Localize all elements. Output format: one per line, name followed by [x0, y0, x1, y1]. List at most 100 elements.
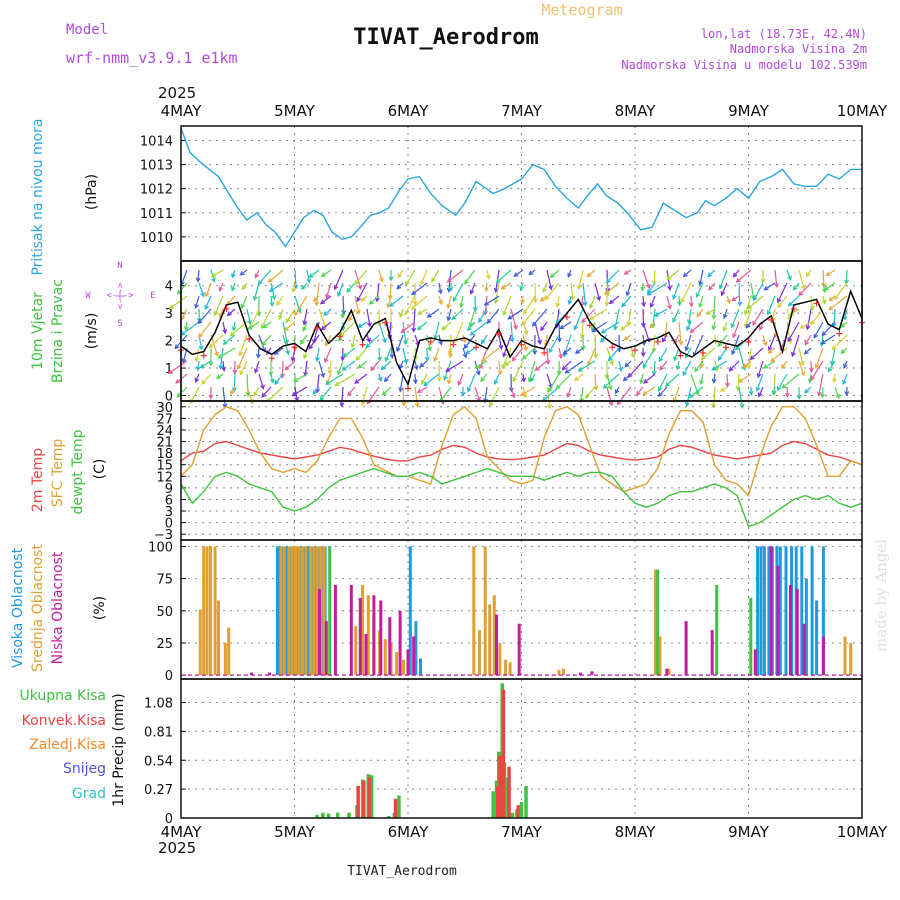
wind-arrow-shaft [470, 282, 476, 294]
wind-arrow-head [368, 299, 374, 305]
wind-arrow-head [544, 295, 550, 301]
wind-arrow [699, 373, 704, 386]
wind-arrow [562, 347, 572, 355]
niska-oblacnost-bar [821, 636, 825, 676]
wind-arrow [231, 269, 236, 279]
cloud-ylabel-low: Niska Oblacnost [50, 551, 66, 664]
wind-arrow-shaft [798, 360, 805, 376]
wind-arrow-head [496, 333, 502, 339]
wind-arrow-head [800, 371, 806, 377]
wind-arrow-shaft [421, 373, 428, 385]
wind-arrow-shaft [401, 321, 416, 333]
wind-arrow-shaft [731, 334, 740, 355]
wind-arrow [389, 295, 404, 307]
wind-arrow [708, 282, 716, 291]
wind-arrow-shaft [292, 386, 308, 397]
wind-arrow-head [348, 316, 353, 322]
wind-arrow [521, 308, 536, 326]
wind-arrow [808, 360, 814, 373]
wind-arrow [834, 386, 841, 400]
wind-arrow-head [214, 351, 219, 357]
wind-arrow-shaft [447, 269, 464, 283]
srednja-oblacnost-bar [562, 668, 565, 676]
wind-arrow-shaft [431, 269, 440, 282]
wind-arrow-shaft [815, 347, 824, 368]
wind-arrow-head [684, 346, 690, 352]
wind-arrow-head [201, 379, 206, 385]
wind-arrow-shaft [282, 334, 289, 355]
wind-arrow-head [474, 364, 480, 369]
wind-arrow-head [574, 349, 580, 354]
sfc-temp-line [180, 405, 863, 497]
wind-arrow [355, 347, 368, 361]
wind-arrow-shaft [520, 386, 536, 396]
wind-arrow [284, 360, 296, 371]
wind-arrow-shaft [824, 282, 836, 291]
wind-arrow-head [483, 310, 488, 316]
wind-arrow [799, 321, 812, 329]
wind-arrow-head [813, 333, 819, 339]
wind-arrow-shaft [618, 360, 622, 371]
wind-arrow [586, 269, 596, 278]
wind-arrow-head [530, 377, 535, 383]
wind-arrow-head [403, 359, 409, 365]
wind-arrow-shaft [358, 321, 368, 328]
wind-arrow-shaft [414, 360, 418, 370]
wind-arrow-head [686, 319, 692, 325]
wind-arrow [222, 321, 227, 335]
wind-arrow-head [784, 392, 790, 398]
wind-arrow [341, 360, 356, 372]
wind-arrow-shaft [382, 386, 392, 396]
srednja-oblacnost-bar [300, 546, 304, 676]
wind-arrow [396, 334, 404, 353]
wind-arrow-head [334, 381, 340, 387]
wind-arrow [485, 269, 491, 280]
niska-oblacnost-bar [268, 672, 271, 676]
wind-arrow-shaft [818, 373, 824, 396]
wind-arrow [282, 321, 289, 346]
wind-arrow [229, 321, 248, 337]
wind-arrow [324, 334, 332, 347]
wind-arrow [294, 295, 308, 317]
wind-arrow-head [443, 375, 448, 381]
wind-marker [359, 341, 366, 348]
wind-arrow-head [337, 291, 342, 298]
wind-arrow-head [642, 363, 648, 369]
wind-arrow [641, 295, 647, 308]
wind-arrow-head [646, 291, 652, 296]
wind-arrow [399, 360, 404, 370]
srednja-oblacnost-bar [504, 659, 508, 676]
wind-arrow-head [355, 355, 361, 361]
compass-arrow-v: <-|-> [116, 282, 126, 310]
wind-arrow-shaft [399, 360, 404, 369]
wind-arrow-head [791, 351, 796, 358]
wind-arrow-head [760, 278, 766, 284]
wind-arrow-shaft [389, 295, 404, 307]
wind-arrow-head [475, 370, 481, 376]
wind-arrow [336, 360, 344, 376]
y-tick-label: 1011 [140, 207, 173, 222]
wind-arrow-shaft [650, 295, 656, 308]
wind-arrow [421, 373, 428, 386]
wind-arrow-shaft [337, 360, 344, 375]
wind-arrow-shaft [542, 386, 560, 402]
wind-arrow [411, 308, 417, 333]
wind-arrow [602, 373, 620, 389]
wind-arrow-shaft [530, 373, 536, 382]
wind-arrow-shaft [385, 347, 392, 362]
wind-arrow-head [401, 401, 407, 407]
wind-arrow-head [221, 366, 227, 372]
wind-arrow [604, 295, 610, 308]
wind-arrow [278, 308, 284, 321]
wind-arrow-head [413, 365, 419, 371]
wind-arrow-shaft [181, 321, 200, 336]
panel-frame [180, 678, 863, 819]
wind-arrow-head [302, 320, 308, 326]
wind-arrow [446, 295, 452, 310]
wind-arrow-shaft [254, 360, 260, 373]
wind-arrow-shaft [219, 347, 224, 369]
wind-arrow-head [231, 326, 237, 332]
wind-arrow [544, 282, 560, 301]
wind-arrow-head [566, 392, 572, 398]
wind-arrow-shaft [573, 308, 584, 330]
